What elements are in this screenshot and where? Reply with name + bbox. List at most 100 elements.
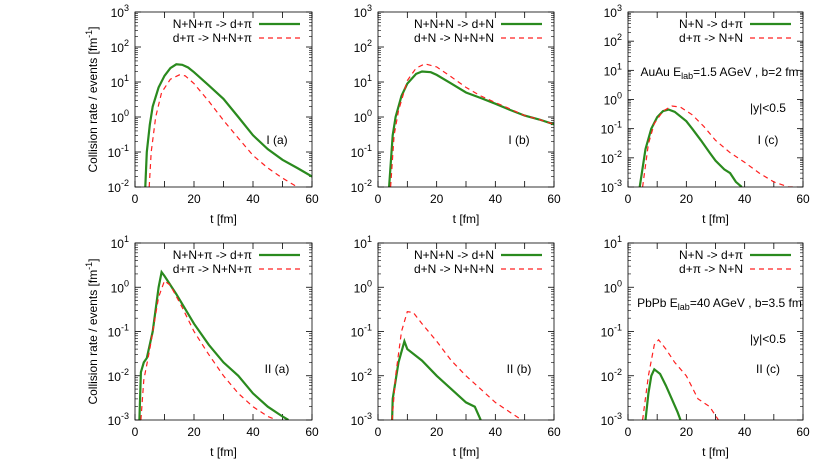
y-tick-label: 101 — [111, 73, 129, 90]
plot-frame — [627, 242, 804, 421]
rapidity-cut-label: |y|<0.5 — [750, 332, 786, 346]
series-line-green — [138, 269, 289, 420]
x-tick-label: 60 — [305, 425, 319, 439]
y-tick-label: 100 — [354, 278, 372, 295]
y-tick-label: 10-1 — [108, 143, 129, 160]
x-tick-label: 60 — [796, 192, 810, 206]
y-tick-label: 10-3 — [601, 178, 622, 195]
x-tick-label: 20 — [187, 425, 201, 439]
x-tick-label: 0 — [132, 192, 139, 206]
x-tick-label: 0 — [132, 425, 139, 439]
y-tick-label: 101 — [354, 234, 372, 251]
x-axis-label: t [fm] — [453, 445, 480, 459]
series-line-green — [644, 367, 682, 420]
panel-annotation: I (b) — [508, 133, 529, 147]
panel-Ic: 10-3 10-2 10-1 100 101 102 103 0 20 40 60 t [fm] N+N… — [601, 3, 810, 226]
panel-annotation: I (a) — [266, 133, 287, 147]
legend-label: d+π -> N+N+π — [173, 31, 252, 45]
y-tick-label: 10-1 — [601, 323, 622, 340]
plot-frame — [134, 242, 313, 421]
x-axis-label: t [fm] — [210, 212, 237, 226]
legend-label: N+N -> d+π — [679, 17, 743, 31]
x-tick-label: 40 — [246, 192, 260, 206]
collision-system-label: PbPb Elab=40 AGeV , b=3.5 fm — [637, 296, 802, 312]
collision-system-label: AuAu Elab=1.5 AGeV , b=2 fm — [640, 65, 798, 81]
y-tick-label: 102 — [354, 38, 372, 55]
x-tick-label: 60 — [547, 425, 561, 439]
plot-frame — [377, 11, 555, 188]
y-tick-label: 103 — [111, 3, 129, 20]
plot-frame — [377, 242, 555, 421]
legend-label: d+N -> N+N+N — [414, 31, 494, 45]
legend-label: N+N+π -> d+π — [173, 248, 252, 262]
y-tick-label: 101 — [111, 234, 129, 251]
series-line-green — [388, 70, 554, 187]
y-tick-label: 10-2 — [601, 367, 622, 384]
legend-label: N+N -> d+π — [679, 248, 743, 262]
legend-label: d+N -> N+N+N — [414, 262, 494, 276]
x-tick-label: 60 — [796, 425, 810, 439]
y-tick-label: 10-1 — [601, 120, 622, 137]
y-tick-label: 10-1 — [108, 323, 129, 340]
x-tick-label: 60 — [305, 192, 319, 206]
y-tick-label: 10-1 — [351, 143, 372, 160]
y-tick-label: 10-2 — [601, 149, 622, 166]
x-tick-label: 40 — [246, 425, 260, 439]
legend-label: N+N+N -> d+N — [414, 17, 494, 31]
x-axis-label: t [fm] — [453, 212, 480, 226]
y-tick-label: 103 — [604, 3, 622, 20]
series-line-red — [642, 105, 798, 187]
series-line-red — [390, 63, 554, 187]
series-line-green — [391, 337, 482, 420]
legend-label: d+π -> N+N — [679, 262, 743, 276]
y-tick-label: 102 — [604, 32, 622, 49]
x-tick-label: 0 — [625, 192, 632, 206]
x-axis-label: t [fm] — [702, 212, 729, 226]
panel-annotation: II (b) — [507, 362, 532, 376]
x-tick-label: 20 — [430, 192, 444, 206]
series-line-red — [148, 74, 298, 187]
panel-IIa: 10-3 10-2 10-1 100 101 0 20 40 60 t [fm] Collision… — [84, 234, 319, 459]
series-line-red — [140, 279, 277, 420]
y-tick-label: 10-3 — [601, 411, 622, 428]
panel-annotation: I (c) — [758, 133, 779, 147]
panel-Ia: 10-2 10-1 100 101 102 103 0 20 40 60 t [fm] Collisi… — [84, 3, 319, 226]
panel-annotation: II (c) — [756, 362, 780, 376]
x-tick-label: 0 — [625, 425, 632, 439]
y-tick-label: 100 — [604, 278, 622, 295]
x-tick-label: 20 — [680, 192, 694, 206]
x-tick-label: 40 — [738, 425, 752, 439]
plot-frame — [627, 11, 804, 188]
series-line-red — [391, 311, 523, 420]
panel-IIb: 10-3 10-2 10-1 100 101 0 20 40 60 t [fm] N+N+N -> … — [351, 234, 561, 459]
x-tick-label: 40 — [489, 425, 503, 439]
y-tick-label: 10-2 — [351, 367, 372, 384]
y-tick-label: 100 — [354, 108, 372, 125]
x-tick-label: 40 — [738, 192, 752, 206]
y-tick-label: 100 — [111, 108, 129, 125]
y-tick-label: 10-3 — [108, 411, 129, 428]
y-tick-label: 102 — [111, 38, 129, 55]
plot-frame — [134, 11, 313, 188]
y-axis-label: Collision rate / events [fm-1] — [84, 26, 100, 172]
x-tick-label: 20 — [187, 192, 201, 206]
y-tick-label: 10-2 — [108, 178, 129, 195]
series-line-green — [638, 108, 743, 187]
y-tick-label: 100 — [111, 278, 129, 295]
y-tick-label: 100 — [604, 91, 622, 108]
panel-Ib: 10-2 10-1 100 101 102 103 0 20 40 60 t [fm] N+N+N -… — [351, 3, 561, 226]
legend-label: d+π -> N+N+π — [173, 262, 252, 276]
y-tick-label: 101 — [604, 61, 622, 78]
y-tick-label: 10-3 — [351, 411, 372, 428]
y-tick-label: 10-2 — [351, 178, 372, 195]
panel-annotation: II (a) — [265, 362, 290, 376]
series-line-green — [144, 63, 312, 187]
legend-label: N+N+N -> d+N — [414, 248, 494, 262]
y-tick-label: 101 — [354, 73, 372, 90]
y-tick-label: 10-2 — [108, 367, 129, 384]
legend-label: N+N+π -> d+π — [173, 17, 252, 31]
y-tick-label: 10-1 — [351, 323, 372, 340]
x-tick-label: 60 — [547, 192, 561, 206]
y-axis-label: Collision rate / events [fm-1] — [84, 258, 100, 404]
